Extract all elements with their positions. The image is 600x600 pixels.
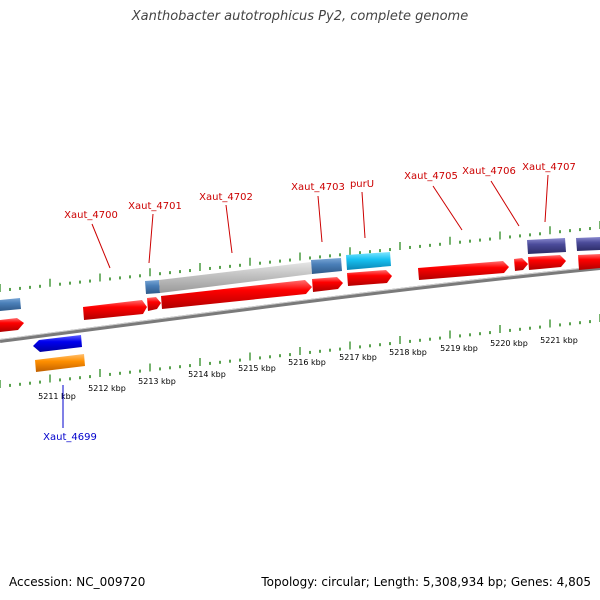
feature-steel-4703[interactable] — [311, 258, 342, 274]
scale-label: 5214 kbp — [188, 370, 226, 379]
gene-label-xaut-4700[interactable]: Xaut_4700 — [64, 210, 118, 221]
gene-xaut-4703[interactable] — [312, 277, 343, 292]
gene-purU[interactable] — [347, 270, 392, 286]
feature-cyan-purU[interactable] — [346, 252, 391, 270]
feature-steel-4701[interactable] — [145, 280, 160, 294]
gene-label-xaut-4705[interactable]: Xaut_4705 — [404, 171, 458, 182]
gene-label-xaut-4699[interactable]: Xaut_4699 — [43, 432, 97, 443]
gene-arrow-right-edge[interactable] — [578, 254, 600, 270]
scale-label: 5218 kbp — [389, 348, 427, 357]
topology-info: Topology: circular; Length: 5,308,934 bp… — [261, 575, 591, 589]
accession-info: Accession: NC_009720 — [9, 575, 145, 589]
gene-label-xaut-4707[interactable]: Xaut_4707 — [522, 162, 576, 173]
gene-label-xaut-4703[interactable]: Xaut_4703 — [291, 182, 345, 193]
gene-xaut-4700[interactable] — [83, 300, 147, 320]
upper-tick-track — [0, 221, 600, 292]
scale-label: 5217 kbp — [339, 353, 377, 362]
gene-xaut-4705[interactable] — [418, 261, 509, 280]
accession-label: Accession: — [9, 575, 73, 589]
feature-grey-4702[interactable] — [159, 262, 312, 293]
label-leaders — [91, 174, 549, 269]
gene-xaut-4707[interactable] — [528, 255, 566, 270]
map-title: Xanthobacter autotrophicus Py2, complete… — [131, 9, 469, 24]
gene-xaut-4706[interactable] — [514, 258, 528, 271]
scale-label: 5220 kbp — [490, 339, 528, 348]
scale-label: 5215 kbp — [238, 364, 276, 373]
gene-feature-steelblue-left[interactable] — [0, 298, 21, 311]
gene-xaut-4699-orange[interactable] — [35, 354, 85, 372]
scale-label: 5219 kbp — [440, 344, 478, 353]
scale-label: 5211 kbp — [38, 392, 76, 401]
lower-tick-track — [0, 314, 600, 388]
gene-arrow-left-edge[interactable] — [0, 318, 24, 332]
scale-label: 5216 kbp — [288, 358, 326, 367]
gene-xaut-4701[interactable] — [147, 297, 161, 311]
gene-label-purU[interactable]: purU — [350, 179, 374, 190]
feature-purple-right-edge[interactable] — [576, 237, 600, 251]
scale-label: 5221 kbp — [540, 336, 578, 345]
gene-label-xaut-4706[interactable]: Xaut_4706 — [462, 166, 516, 177]
accession-value: NC_009720 — [76, 575, 146, 589]
gene-xaut-4699-blue[interactable] — [33, 335, 82, 352]
genome-backbone — [0, 266, 600, 343]
gene-label-xaut-4702[interactable]: Xaut_4702 — [199, 192, 253, 203]
gene-xaut-4702[interactable] — [161, 280, 312, 309]
gene-label-xaut-4701[interactable]: Xaut_4701 — [128, 201, 182, 212]
scale-label: 5213 kbp — [138, 377, 176, 386]
feature-purple-4707[interactable] — [527, 238, 566, 254]
scale-label: 5212 kbp — [88, 384, 126, 393]
